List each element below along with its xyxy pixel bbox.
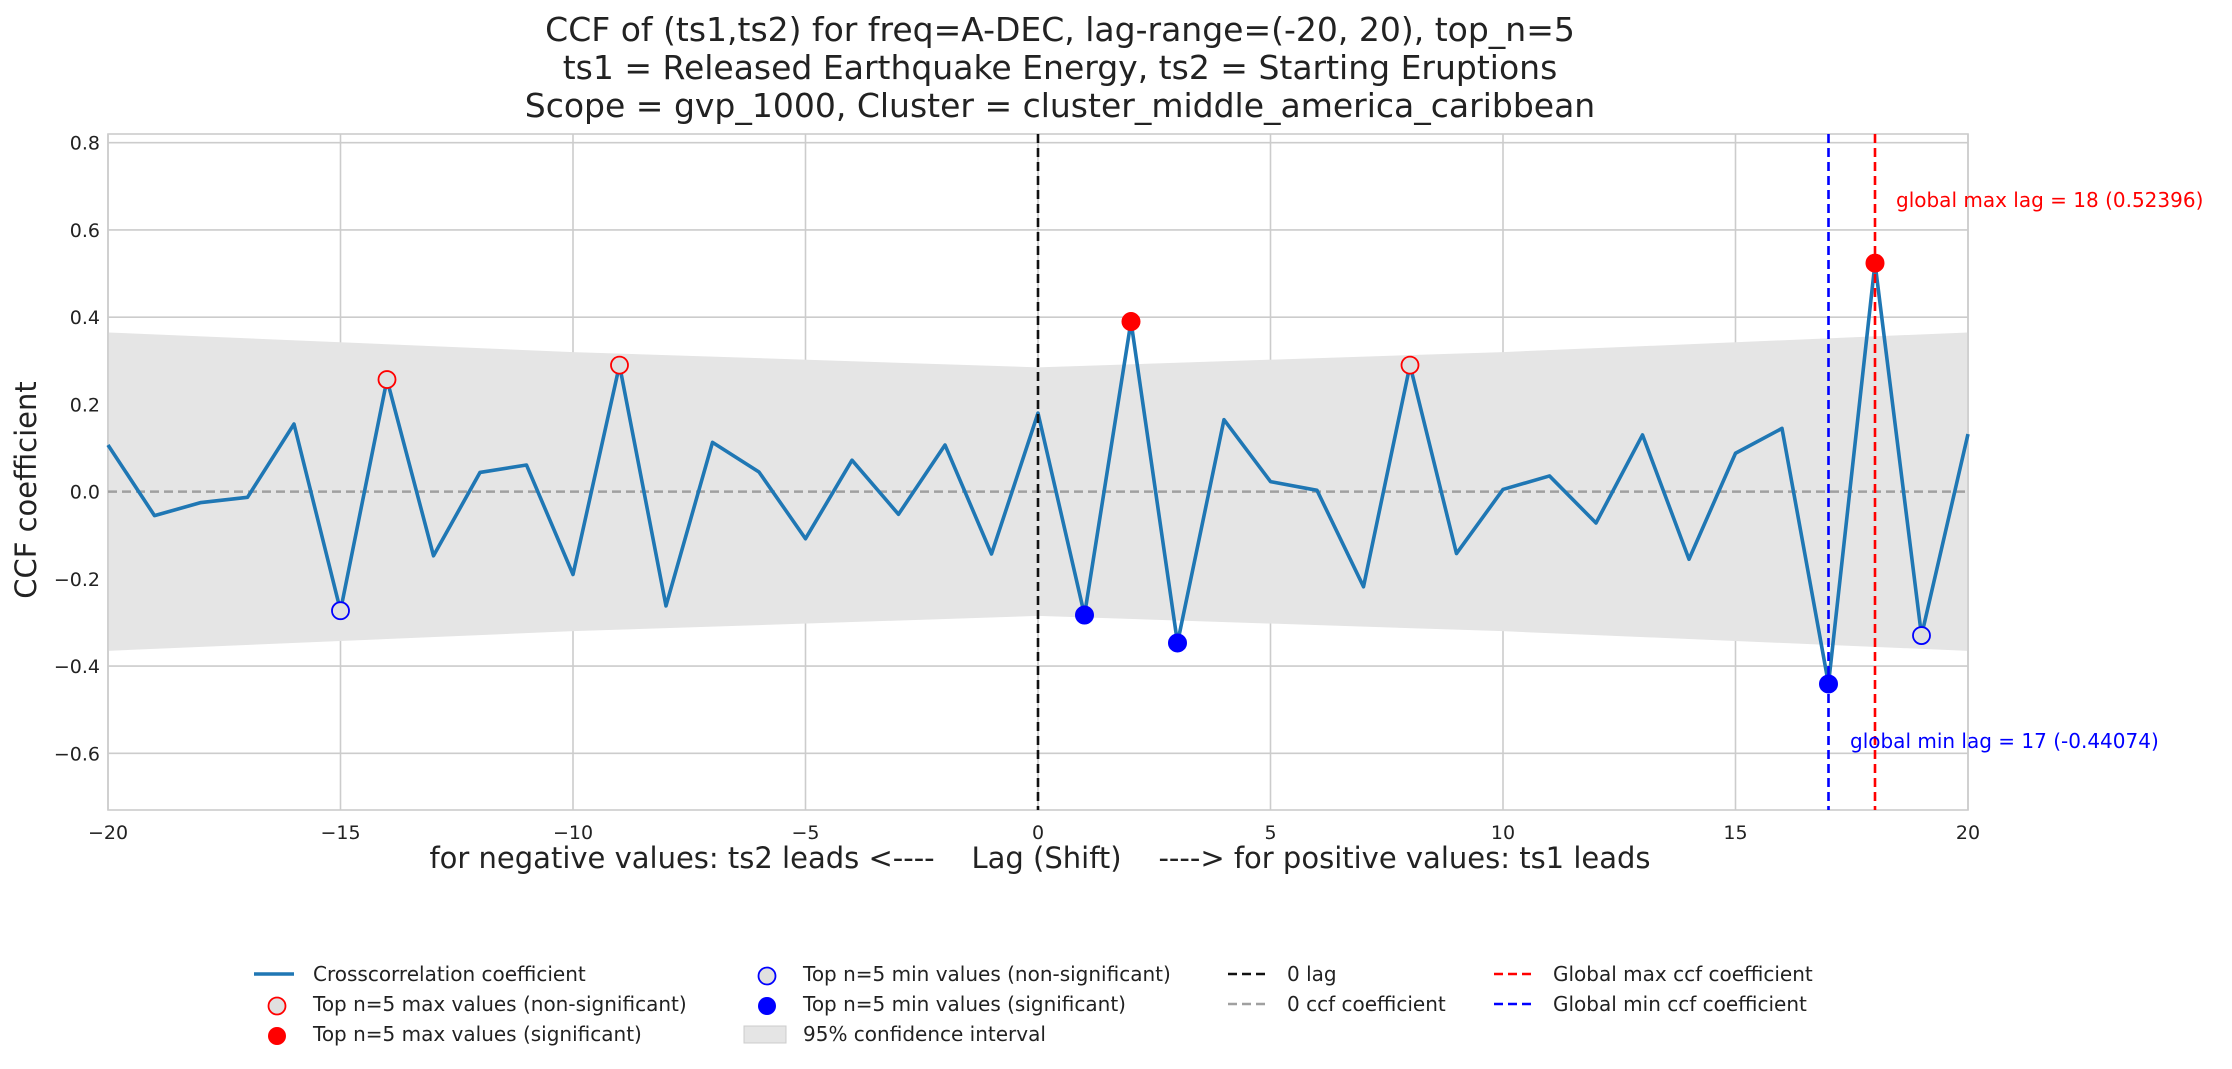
legend-item-label: 95% confidence interval [803,1022,1046,1046]
x-tick-label: 20 [1956,822,1980,844]
chart-title-line-3: Scope = gvp_1000, Cluster = cluster_midd… [525,86,1595,125]
y-tick-label: 0.2 [70,394,100,416]
x-tick-label: 5 [1264,822,1276,844]
legend-symbol-ci [743,1025,787,1044]
x-tick-label: 15 [1723,822,1747,844]
top-max-nonsignificant-point [1400,355,1420,375]
legend: Crosscorrelation coefficient Top n=5 max … [254,962,1813,1046]
legend-item-label: 0 ccf coefficient [1287,992,1446,1016]
legend-item-label: Top n=5 min values (significant) [802,992,1126,1016]
y-tick-label: −0.2 [54,569,100,591]
y-tick-label: 0.8 [70,133,100,155]
x-tick-label: −20 [88,822,128,844]
top-min-nonsignificant-point [1912,626,1931,645]
chart-title-line-2: ts1 = Released Earthquake Energy, ts2 = … [563,48,1558,87]
legend-symbol-max-sig [268,1027,286,1045]
legend-item-label: Global max ccf coefficient [1553,962,1813,986]
x-tick-label: −5 [791,822,819,844]
legend-item-label: Global min ccf coefficient [1553,992,1807,1016]
y-tick-label: 0.6 [70,220,100,242]
x-tick-label: −15 [320,822,360,844]
legend-item-label: Crosscorrelation coefficient [313,962,586,986]
x-axis-label: for negative values: ts2 leads <---- Lag… [429,841,1650,875]
top-max-significant-point [1121,312,1141,332]
legend-symbol-min-sig [758,997,776,1015]
legend-item-label: 0 lag [1287,962,1337,986]
plot-area: −20 −15 −10 −5 0 5 10 15 20 −0.6 −0.4 −0.2 0.0 0.2 0.4… [54,133,2204,844]
y-tick-label: 0.0 [70,482,100,504]
y-tick-label: −0.6 [54,743,100,765]
ccf-series-line [106,261,1970,686]
top-min-nonsignificant-point [331,601,350,621]
legend-item-label: Top n=5 min values (non-significant) [802,962,1171,986]
top-min-significant-point [1819,674,1838,694]
x-tick-label: −10 [553,822,593,844]
top-max-nonsignificant-point [377,370,397,389]
legend-symbol-min-nonsig [757,966,777,986]
top-min-significant-point [1075,605,1094,625]
top-max-significant-point [1865,253,1885,273]
legend-item-label: Top n=5 max values (non-significant) [312,992,687,1016]
x-tick-label: 0 [1032,822,1044,844]
legend-item-label: Top n=5 max values (significant) [312,1022,642,1046]
global-min-annotation: global min lag = 17 (-0.44074) [1850,729,2159,753]
top-min-significant-point [1168,633,1187,653]
legend-symbol-max-nonsig [267,996,287,1016]
x-tick-label: 10 [1491,822,1515,844]
y-axis-label: CCF coefficient [9,381,43,599]
global-max-annotation: global max lag = 18 (0.52396) [1896,188,2203,212]
y-tick-label: 0.4 [70,307,100,329]
top-max-nonsignificant-point [610,355,629,375]
chart-title-line-1: CCF of (ts1,ts2) for freq=A-DEC, lag-ran… [545,10,1575,49]
y-tick-label: −0.4 [54,656,100,678]
